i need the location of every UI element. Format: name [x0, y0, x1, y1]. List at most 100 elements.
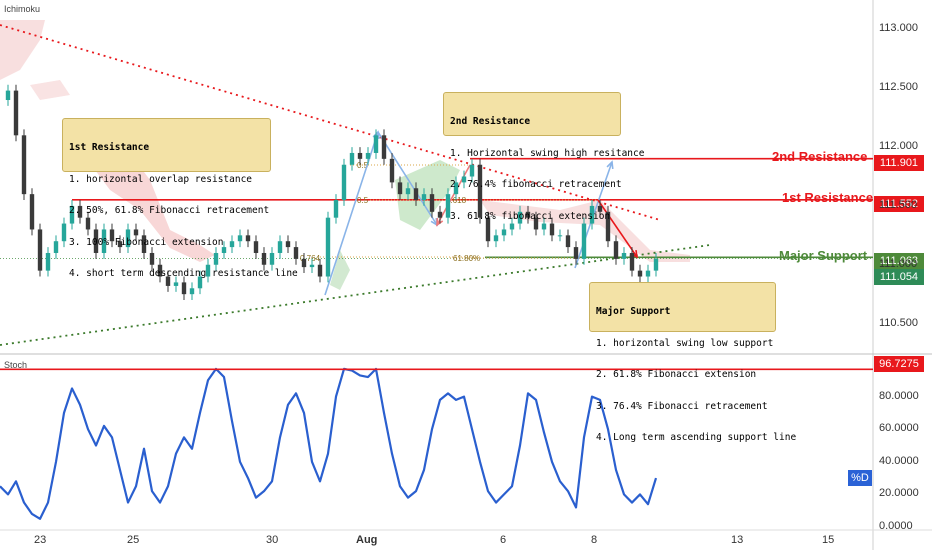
stoch-tick-label: 40.0000: [879, 454, 919, 467]
price-tag-last: 111.054: [874, 269, 924, 285]
ichimoku-cloud: [395, 160, 460, 230]
candle-body: [541, 223, 547, 230]
candle-body: [573, 247, 579, 259]
candle-body: [77, 205, 83, 218]
note-second-title: 2nd Resistance: [450, 116, 531, 127]
candle-body: [421, 194, 427, 201]
candle-body: [517, 211, 523, 224]
stoch-percent-d-line: [0, 367, 658, 520]
candle-body: [205, 264, 211, 277]
note-first-line: 2. 50%, 61.8% Fibonacci retracement: [69, 205, 270, 216]
candle-body: [365, 152, 371, 159]
candle-body: [453, 182, 459, 195]
note-second-line: 1. Horizontal swing high resitance: [450, 147, 645, 159]
candle-body: [261, 252, 267, 265]
candle-body: [221, 247, 227, 253]
candle-body: [581, 223, 587, 259]
note-major-support: Major Support 1. horizontal swing low su…: [589, 282, 796, 443]
candle-body: [653, 258, 659, 271]
note-first-resistance: 1st Resistance 1. horizontal overlap res…: [62, 118, 298, 279]
fib-label: 0.764: [300, 254, 321, 263]
projection-arrow-head: [606, 160, 614, 170]
time-tick-label: 25: [127, 534, 140, 546]
candle-body: [245, 235, 251, 242]
candle-body: [389, 158, 395, 183]
stoch-tick-label: 0.0000: [879, 520, 913, 532]
major-support-label: Major Support: [779, 248, 868, 263]
candle-body: [437, 211, 443, 218]
candle-body: [301, 258, 307, 268]
candle-body: [477, 164, 483, 218]
candle-body: [429, 194, 435, 212]
candle-body: [501, 229, 507, 236]
candle-body: [109, 229, 115, 242]
time-tick-label: 13: [731, 534, 744, 546]
time-tick-label: 6: [500, 534, 507, 546]
descending-resistance-line: [0, 24, 661, 221]
price-tick-label: 112.000: [879, 140, 918, 153]
candle-body: [613, 241, 619, 259]
stoch-title: Stoch: [4, 360, 28, 370]
candle-body: [173, 282, 179, 286]
candle-body: [61, 223, 67, 242]
ichimoku-cloud: [0, 20, 45, 80]
note-first-title: 1st Resistance: [69, 142, 150, 153]
candle-body: [525, 211, 531, 218]
candle-body: [325, 217, 331, 277]
price-tick-label: 111.500: [879, 198, 918, 211]
fib-label: 0.5: [357, 161, 369, 170]
ichimoku-cloud: [480, 200, 690, 262]
candle-body: [357, 152, 363, 159]
price-tick-label: 113.000: [879, 22, 918, 35]
indicator-title: Ichimoku: [4, 4, 41, 14]
candle-body: [533, 217, 539, 230]
candle-body: [5, 90, 11, 101]
candle-body: [189, 288, 195, 295]
first-resistance-label: 1st Resistance: [782, 190, 874, 205]
stoch-tick-label: 20.0000: [879, 487, 919, 500]
candle-body: [45, 252, 51, 271]
candle-body: [29, 194, 35, 230]
fib-label: 61.80%: [453, 254, 480, 263]
note-support-line: 1. horizontal swing low support: [596, 337, 774, 349]
price-tag-second-resistance: 111.901: [874, 155, 924, 171]
candle-body: [149, 252, 155, 265]
candle-body: [621, 252, 627, 259]
candle-body: [157, 264, 163, 277]
candle-body: [493, 235, 499, 242]
fib-label: 0.5: [357, 196, 369, 205]
candle-body: [293, 247, 299, 259]
candle-body: [269, 252, 275, 265]
candle-body: [237, 235, 243, 242]
candle-body: [405, 188, 411, 195]
note-support-line: 4. Long term ascending support line: [596, 432, 797, 443]
note-first-line: 3. 100% Fibonacci extension: [69, 236, 224, 248]
candle-body: [349, 152, 355, 165]
candle-body: [197, 276, 203, 289]
candle-body: [509, 223, 515, 230]
candle-body: [277, 241, 283, 253]
candle-body: [645, 270, 651, 277]
note-first-line: 4. short term descending resistance line: [69, 268, 298, 279]
projection-arrow: [377, 131, 438, 226]
candle-body: [133, 229, 139, 236]
candle-body: [13, 90, 19, 136]
candle-body: [101, 229, 107, 253]
time-tick-label: 30: [266, 534, 279, 546]
candle-body: [557, 235, 563, 237]
projection-arrow: [324, 131, 379, 296]
candle-body: [565, 235, 571, 248]
price-tag-stoch-level: 96.7275: [874, 356, 924, 372]
candle-body: [181, 282, 187, 295]
candle-body: [285, 241, 291, 248]
target-arrow: [597, 199, 638, 258]
stoch-tick-label: 80.0000: [879, 389, 919, 402]
price-tick-label: 112.500: [879, 81, 918, 94]
note-first-line: 1. horizontal overlap resistance: [69, 173, 253, 185]
note-support-line: 2. 61.8% Fibonacci extension: [596, 369, 757, 380]
candle-body: [589, 205, 595, 224]
candle-body: [213, 252, 219, 265]
candle-body: [37, 229, 43, 271]
candle-body: [117, 241, 123, 248]
stoch-tick-label: 60.0000: [879, 422, 919, 435]
